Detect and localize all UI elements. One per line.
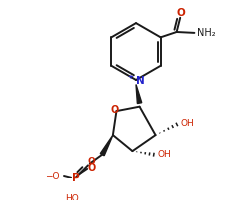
Text: O: O [111, 105, 119, 115]
Text: O: O [177, 8, 186, 18]
Text: OH: OH [181, 119, 194, 128]
Text: O: O [88, 157, 96, 166]
Text: OH: OH [158, 150, 171, 159]
Polygon shape [100, 135, 113, 156]
Polygon shape [136, 84, 142, 104]
Text: O: O [87, 163, 96, 173]
Text: $\mathregular{^+}$N: $\mathregular{^+}$N [126, 73, 145, 87]
Text: NH₂: NH₂ [197, 28, 215, 38]
Text: P: P [72, 173, 79, 183]
Text: HO: HO [65, 194, 79, 200]
Text: −O: −O [45, 172, 60, 181]
